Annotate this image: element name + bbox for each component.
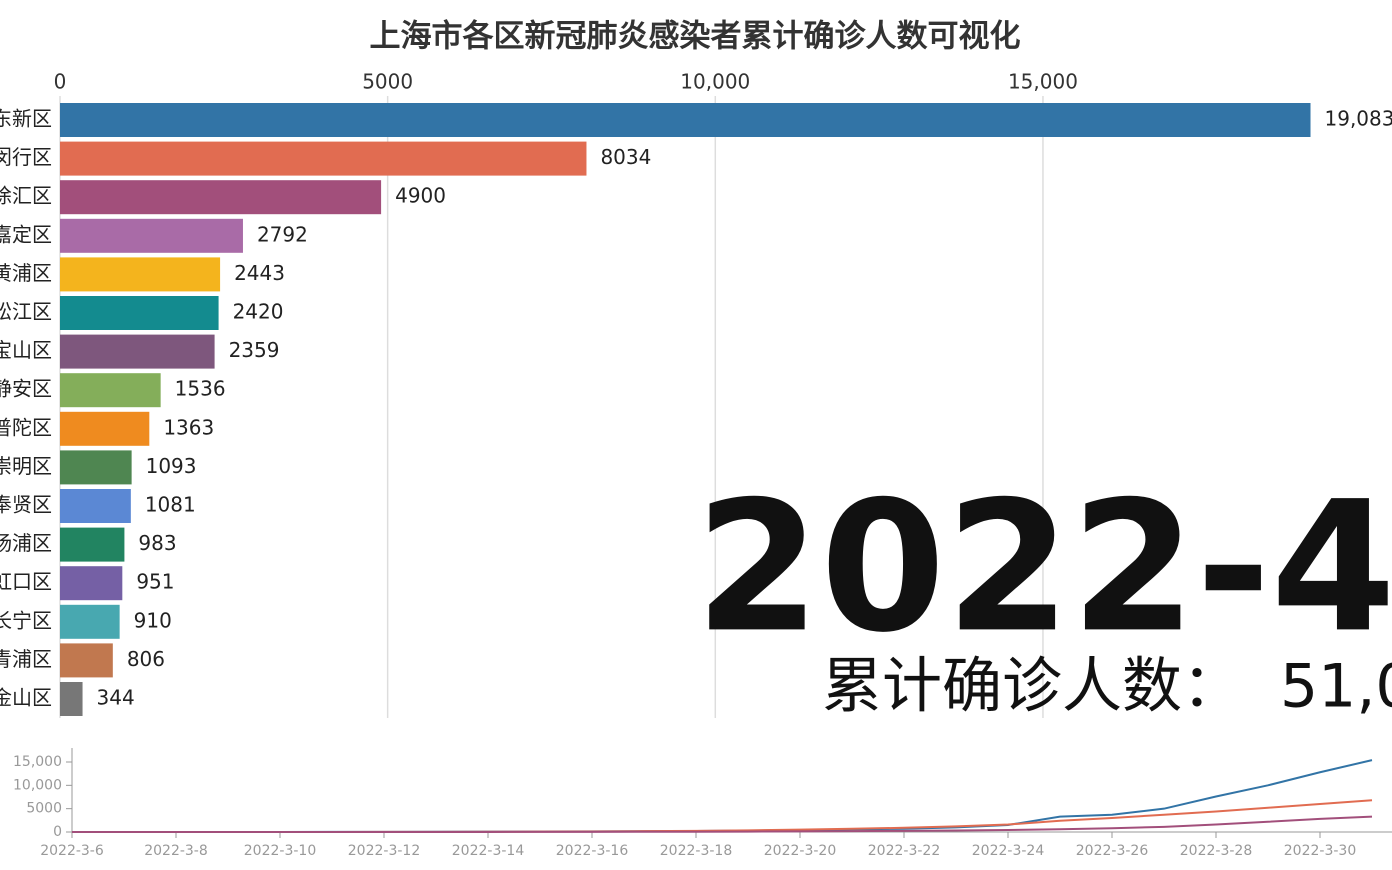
bar [60,257,221,292]
value-label: 4900 [395,184,446,208]
y-tick-label: 15,000 [13,754,62,770]
category-label: 徐汇区 [0,184,52,208]
category-label: 青浦区 [0,647,52,671]
x-tick-label: 2022-3-30 [1284,843,1356,859]
bar [60,682,83,716]
category-label: 杨浦区 [0,531,52,555]
x-tick-label: 2022-3-12 [348,843,420,859]
bar [60,103,1311,137]
value-label: 344 [97,686,135,710]
bar [60,180,382,215]
x-tick-label: 0 [54,70,67,94]
bar [60,296,219,330]
x-tick-label: 2022-3-16 [556,843,629,859]
total-value: 51,098 [1280,652,1392,722]
x-tick-label: 10,000 [680,70,750,94]
value-label: 2359 [229,338,280,362]
bar [60,141,587,176]
y-tick-label: 5000 [26,801,62,817]
bar [60,566,123,601]
x-tick-label: 2022-3-24 [972,843,1045,859]
value-label: 983 [138,531,176,555]
bar [60,334,215,369]
bar [60,411,150,446]
value-label: 2420 [233,300,284,324]
category-label: 闵行区 [0,145,52,169]
x-tick-label: 2022-3-10 [244,843,316,859]
category-label: 黄浦区 [0,261,52,285]
bar [60,450,132,485]
total-title: 累计确诊人数： [822,652,1242,722]
value-label: 1081 [145,493,196,517]
y-tick-label: 10,000 [13,777,62,793]
category-label: 嘉定区 [0,222,52,246]
value-label: 1363 [163,415,214,439]
category-label: 崇明区 [0,454,52,478]
bar [60,643,113,678]
x-tick-label: 2022-3-14 [452,843,525,859]
value-label: 1536 [175,377,226,401]
value-label: 2443 [234,261,285,285]
x-tick-label: 2022-3-28 [1180,843,1252,859]
value-label: 951 [136,570,174,594]
bar [60,489,131,523]
category-label: 松江区 [0,300,52,324]
x-tick-label: 2022-3-26 [1076,843,1149,859]
value-label: 1093 [146,454,197,478]
x-tick-label: 2022-3-6 [40,843,104,859]
value-label: 910 [134,608,172,632]
category-label: 长宁区 [0,608,52,632]
category-label: 虹口区 [0,570,52,594]
category-label: 浦东新区 [0,107,52,131]
category-label: 静安区 [0,377,52,401]
x-tick-label: 5000 [362,70,413,94]
x-tick-label: 2022-3-20 [764,843,836,859]
x-tick-label: 2022-3-18 [660,843,732,859]
value-label: 2792 [257,222,308,246]
value-label: 8034 [600,145,651,169]
line-series [71,759,1373,833]
y-tick-label: 0 [53,824,62,840]
x-tick-label: 2022-3-22 [868,843,940,859]
bar [60,373,161,408]
category-label: 宝山区 [0,338,52,362]
x-tick-label: 15,000 [1008,70,1078,94]
value-label: 806 [127,647,165,671]
bar [60,218,243,253]
line-series [72,815,1373,833]
date-label: 2022-4-2 [695,463,1392,672]
category-label: 奉贤区 [0,493,52,517]
category-label: 金山区 [0,686,52,710]
chart-title: 上海市各区新冠肺炎感染者累计确诊人数可视化 [370,19,1021,55]
value-label: 19,083 [1325,107,1392,131]
bar [60,604,120,639]
bar [60,527,125,562]
category-label: 普陀区 [0,415,52,439]
x-tick-label: 2022-3-8 [144,843,208,859]
